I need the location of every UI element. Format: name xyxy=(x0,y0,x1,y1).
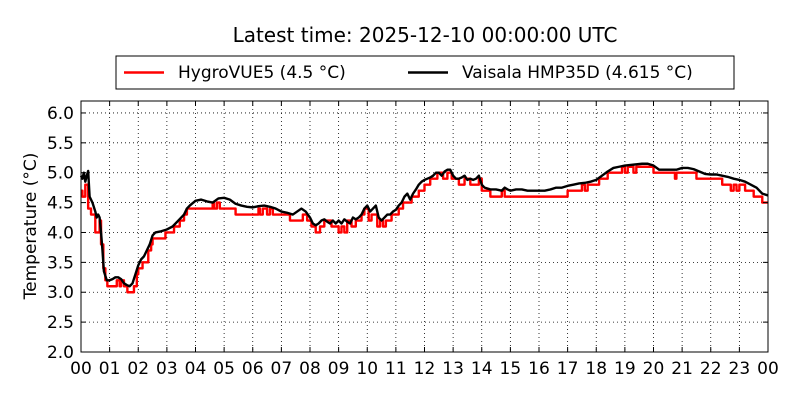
x-tick-label: 21 xyxy=(671,359,693,379)
x-tick-label: 16 xyxy=(528,359,550,379)
x-tick-label: 19 xyxy=(614,359,636,379)
x-tick-label: 14 xyxy=(471,359,493,379)
x-tick-label: 06 xyxy=(242,359,264,379)
y-tick-label: 6.0 xyxy=(47,104,74,124)
x-tick-label: 17 xyxy=(557,359,579,379)
x-tick-label: 07 xyxy=(271,359,293,379)
y-tick-label: 4.5 xyxy=(47,194,74,214)
y-tick-label: 5.5 xyxy=(47,134,74,154)
x-tick-label: 05 xyxy=(213,359,235,379)
chart-title: Latest time: 2025-12-10 00:00:00 UTC xyxy=(233,23,618,47)
x-tick-label: 00 xyxy=(70,359,92,379)
legend-label-hygrovue5: HygroVUE5 (4.5 °C) xyxy=(178,63,346,83)
x-tick-label: 12 xyxy=(414,359,436,379)
plot-background xyxy=(81,101,768,352)
x-tick-label: 03 xyxy=(156,359,178,379)
y-tick-label: 2.5 xyxy=(47,313,74,333)
x-tick-label: 13 xyxy=(442,359,464,379)
y-tick-label: 3.0 xyxy=(47,283,74,303)
x-tick-label: 11 xyxy=(385,359,407,379)
y-tick-label: 5.0 xyxy=(47,164,74,184)
x-tick-label: 02 xyxy=(127,359,149,379)
y-tick-label: 2.0 xyxy=(47,343,74,363)
series-line-hygrovue5 xyxy=(81,165,768,294)
legend: HygroVUE5 (4.5 °C) Vaisala HMP35D (4.615… xyxy=(115,55,735,90)
y-axis-label: Temperature (°C) xyxy=(21,153,41,301)
x-tick-label: 20 xyxy=(643,359,665,379)
x-tick-label: 10 xyxy=(356,359,378,379)
x-tick-label: 15 xyxy=(500,359,522,379)
x-tick-label: 23 xyxy=(729,359,751,379)
x-tick-label: 18 xyxy=(585,359,607,379)
x-tick-label: 09 xyxy=(328,359,350,379)
y-tick-label: 3.5 xyxy=(47,253,74,273)
x-tick-label: 22 xyxy=(700,359,722,379)
legend-label-vaisala: Vaisala HMP35D (4.615 °C) xyxy=(462,63,693,83)
x-tick-label: 01 xyxy=(99,359,121,379)
series-line-vaisala xyxy=(79,162,769,288)
plot-area: 00 01 02 03 04 05 06 07 08 09 10 11 12 13 14 15 16 17 18 19… xyxy=(47,100,779,379)
x-tick-label: 00 xyxy=(757,359,779,379)
y-tick-label: 4.0 xyxy=(47,223,74,243)
x-tick-label: 08 xyxy=(299,359,321,379)
x-tick-label: 04 xyxy=(185,359,207,379)
